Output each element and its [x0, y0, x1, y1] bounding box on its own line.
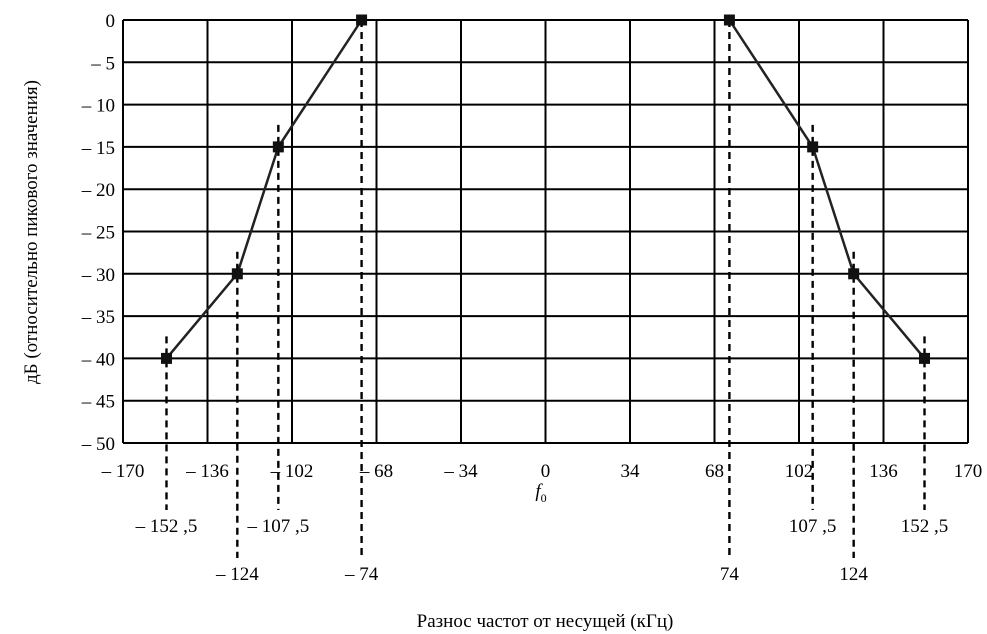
- y-tick-label: – 40: [81, 349, 115, 370]
- y-tick-label: – 5: [90, 53, 115, 74]
- y-tick-label: – 20: [81, 180, 115, 201]
- data-point-marker: [160, 352, 172, 364]
- series-line: [728, 19, 926, 360]
- y-tick-labels: 0 – 5 – 10 – 15 – 20 – 25 – 30 – 35 – 40 – 45 – 50: [81, 11, 115, 455]
- data-point-marker: [848, 268, 860, 280]
- marker-value-labels: – 152 ,5 – 124 – 107 ,5 – 74 74 107 ,5 124 152 …: [135, 516, 949, 585]
- marker-value-label: 124: [839, 564, 868, 585]
- x-tick-label: 68: [705, 461, 724, 482]
- data-point-marker: [231, 268, 243, 280]
- x-tick-label: – 34: [443, 461, 478, 482]
- x-tick-label: – 136: [185, 461, 229, 482]
- x-tick-label: 34: [621, 461, 641, 482]
- series-lines: [165, 19, 926, 360]
- drop-lines: [165, 20, 926, 558]
- x-tick-label: 170: [954, 461, 983, 482]
- marker-value-label: 107 ,5: [789, 516, 837, 537]
- data-point-marker: [356, 14, 368, 26]
- x-tick-label: 102: [785, 461, 814, 482]
- data-point-marker: [919, 352, 931, 364]
- marker-value-label: – 124: [215, 564, 259, 585]
- data-point-marker: [807, 141, 819, 153]
- x-tick-label: – 102: [270, 461, 314, 482]
- marker-value-label: – 107 ,5: [246, 516, 309, 537]
- y-tick-label: – 35: [81, 307, 115, 328]
- series-markers: [160, 14, 931, 364]
- data-point-marker: [723, 14, 735, 26]
- y-tick-label: – 15: [81, 138, 115, 159]
- x-tick-label: 0: [541, 461, 551, 482]
- y-tick-label: – 30: [81, 265, 115, 286]
- x-tick-label: – 68: [359, 461, 393, 482]
- x-tick-labels: – 170 – 136 – 102 – 68 – 34 0 34 68 102 136 170: [101, 461, 983, 482]
- y-tick-label: – 45: [81, 392, 115, 413]
- series-line: [165, 19, 363, 360]
- x-tick-label: 136: [869, 461, 898, 482]
- marker-value-label: – 74: [344, 564, 379, 585]
- y-tick-label: – 10: [81, 96, 115, 117]
- grid-lines: [122, 19, 969, 444]
- marker-value-label: 74: [720, 564, 740, 585]
- center-frequency-label: f0: [535, 481, 546, 505]
- marker-value-label: – 152 ,5: [135, 516, 198, 537]
- y-axis-title: дБ (относительно пикового значения): [21, 80, 42, 384]
- data-point-marker: [272, 141, 284, 153]
- y-tick-label: 0: [106, 11, 116, 32]
- marker-value-label: 152 ,5: [901, 516, 949, 537]
- y-tick-label: – 25: [81, 223, 115, 244]
- x-tick-label: – 170: [101, 461, 145, 482]
- y-tick-label: – 50: [81, 434, 115, 455]
- x-axis-title: Разнос частот от несущей (кГц): [417, 611, 674, 632]
